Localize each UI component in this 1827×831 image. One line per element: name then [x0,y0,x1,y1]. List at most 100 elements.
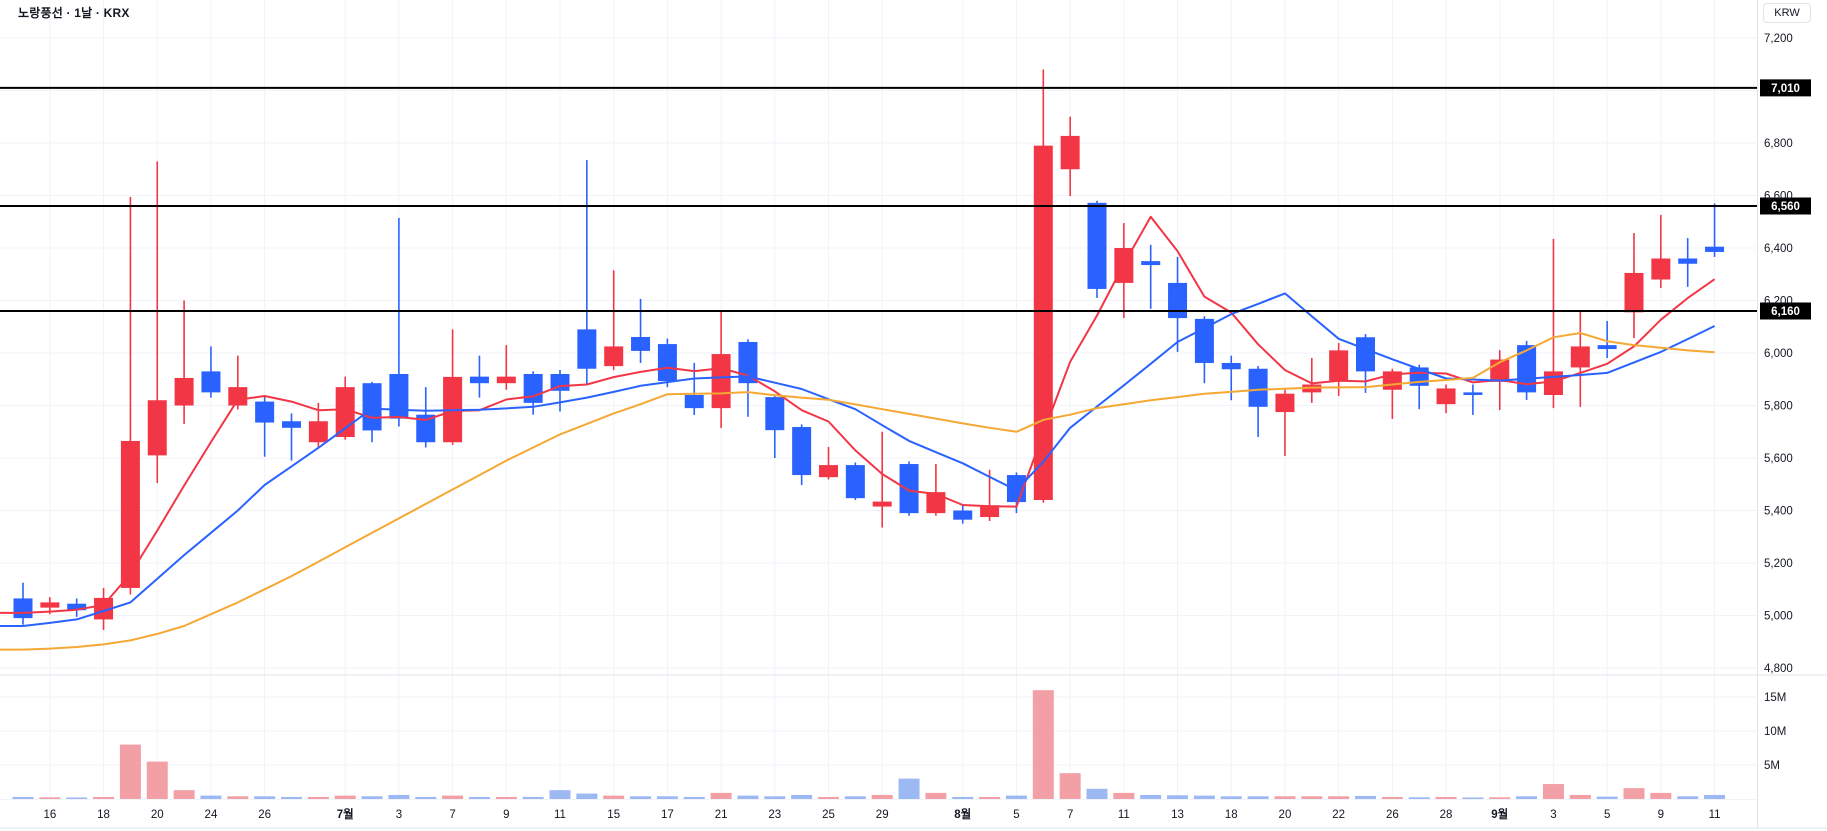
volume-bar [1274,796,1296,799]
time-axis-label: 26 [258,809,271,821]
time-axis-label: 23 [768,809,781,821]
time-axis-label: 18 [1225,809,1238,821]
volume-bar [254,796,276,799]
candle [1329,350,1349,381]
volume-bar [307,796,329,799]
price-level-badge [1760,302,1811,320]
candle [819,465,838,478]
ma-line-ma20 [0,332,1715,651]
candle [738,341,758,384]
volume-bar [1328,796,1350,799]
time-axis-label: 18 [97,809,110,821]
time-axis-label: 9월 [1491,807,1508,821]
symbol-title: 노랑풍선 · 1날 · KRX [18,6,130,20]
time-axis-label: 5 [1013,809,1019,821]
time-axis-label: 25 [822,809,835,821]
time-axis-label: 15 [607,809,620,821]
level-lines-layer[interactable]: 7,010 6,560 6,160 [0,79,1811,320]
volume-axis-label: 10M [1764,726,1786,738]
time-axis[interactable]: 16 18 20 24 26 7월 3 7 9 11 15 17 21 23 25 29 8월 5 7 11 13 18 2… [43,807,1720,821]
volume-bar [93,796,115,799]
volume-bar [871,794,893,799]
candle [523,374,543,403]
volume-bar [603,795,625,799]
candle [604,346,624,367]
candle [872,501,892,507]
candle [1463,392,1483,395]
price-level-badge-label: 6,160 [1771,306,1800,318]
price-level-badge-label: 7,010 [1771,83,1800,95]
candle [255,401,275,423]
candle [389,374,409,419]
volume-bar [1355,795,1376,799]
candle [282,421,301,428]
volume-bar [549,790,571,799]
candle [362,383,382,431]
grid-layer [0,0,1757,799]
candle [577,329,597,369]
candle [792,427,812,476]
volume-bar [1059,773,1081,799]
volume-bar [12,796,34,799]
volume-bar [1167,795,1189,799]
time-axis-label: 3 [396,809,402,821]
volume-bar [710,792,732,799]
candle [308,421,328,443]
candle [1033,145,1053,500]
candle [1168,282,1188,319]
currency-label[interactable]: KRW [1763,3,1811,23]
volume-bar [737,795,759,799]
volume-bar [522,796,544,799]
candle [1705,246,1725,252]
volume-bar [1301,796,1323,799]
candle [1141,261,1161,266]
candle [1248,368,1268,407]
price-level-badge [1760,197,1811,215]
time-axis-label: 11 [1709,809,1721,821]
candle [926,492,946,514]
candle [228,387,248,406]
volume-bar [1516,796,1538,799]
time-axis-label: 24 [205,809,218,821]
chart-surface[interactable] [0,0,1757,828]
time-axis-label: 20 [1279,809,1292,821]
candle [13,598,33,619]
price-axis[interactable]: 7,200 6,800 6,600 6,400 6,200 6,000 5,800 5,600… [1764,33,1793,772]
candle [980,505,1000,518]
volume-bar [334,795,356,799]
candle [469,376,489,384]
time-axis-label: 7 [449,809,455,821]
volume-bar [227,796,249,799]
candle [1624,272,1644,313]
candle [67,603,87,611]
volume-bar [1569,794,1591,799]
volume-bar [844,796,866,799]
price-axis-label: 7,200 [1764,33,1793,45]
volume-bar [1113,792,1135,799]
candle [174,377,194,406]
volume-bar [388,794,410,799]
candle [899,464,919,514]
volume-bar [1193,795,1215,799]
volume-bar [791,794,813,799]
candle [711,354,731,409]
candle [1543,371,1563,395]
volume-bar [1542,784,1564,799]
volume-bar [656,796,678,799]
time-axis-label: 13 [1171,809,1184,821]
price-axis-label: 6,000 [1764,348,1793,360]
volume-bar [442,795,464,799]
time-axis-label: 11 [1118,809,1130,821]
time-axis-label: 7 [1067,809,1073,821]
volume-bar [1408,797,1430,799]
volume-bars-layer [12,690,1726,799]
time-axis-label: 22 [1332,809,1345,821]
volume-bar [1650,792,1672,799]
candle [1087,202,1107,289]
volume-bar [1247,796,1269,799]
time-axis-label: 8월 [954,807,971,821]
ma-line-ma10 [0,292,1716,627]
